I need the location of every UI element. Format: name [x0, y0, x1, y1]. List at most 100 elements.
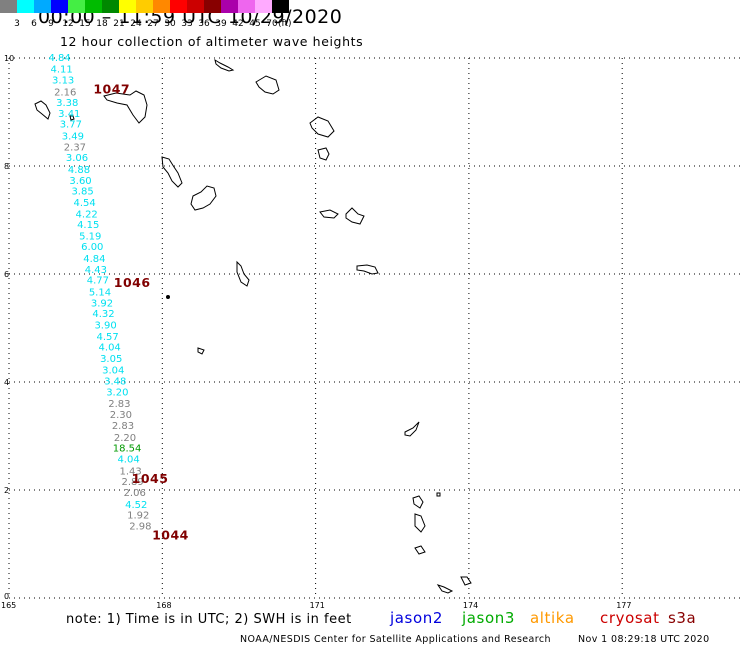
wave-height-value: 2.83 [112, 421, 134, 432]
wave-height-value: 4.57 [96, 332, 118, 343]
wave-height-value: 3.20 [106, 388, 128, 399]
island-coastline [345, 207, 365, 225]
colorbar-label: 42 [232, 19, 244, 29]
colorbar-label: 15 [79, 19, 91, 29]
wave-height-value: 6.00 [81, 242, 103, 253]
satellite-label-jason3: jason3 [462, 609, 516, 627]
island-coastline [317, 147, 330, 161]
wave-height-value: 3.48 [104, 377, 126, 388]
colorbar-swatch [187, 0, 204, 13]
wave-height-value: 2.06 [124, 488, 146, 499]
colorbar-label: 45 [249, 19, 261, 29]
colorbar-swatch [85, 0, 102, 13]
island-coastline [319, 209, 339, 219]
lon-tick-label: 168 [156, 601, 172, 610]
cycle-label: 1045 [132, 471, 169, 486]
island-coastline [214, 58, 235, 72]
wave-height-value: 4.88 [68, 165, 90, 176]
colorbar-label: 27 [147, 19, 159, 29]
island-coastline [236, 260, 250, 287]
wave-height-value: 3.13 [52, 75, 74, 86]
lon-tick-label: 165 [1, 601, 17, 610]
wave-height-value: 4.43 [85, 265, 107, 276]
island-coastline [414, 513, 426, 533]
colorbar-label: 9 [48, 19, 54, 29]
island-coastline [161, 156, 183, 188]
colorbar-swatch [255, 0, 272, 13]
wave-height-value: 2.16 [54, 87, 76, 98]
wave-height-value: 3.77 [60, 120, 82, 131]
wave-height-value: 2.98 [129, 521, 151, 532]
island-coastline [460, 576, 472, 586]
satellite-label-jason2: jason2 [390, 609, 444, 627]
lat-tick-label: 8 [4, 162, 10, 171]
satellite-label-s3a: s3a [668, 609, 697, 627]
wave-height-value: 3.04 [102, 365, 124, 376]
cycle-label: 1044 [152, 528, 189, 543]
colorbar-label: 70 [266, 19, 278, 29]
island-coastline [436, 492, 441, 497]
wave-height-value: 3.41 [58, 109, 80, 120]
island-coastline [255, 75, 280, 95]
colorbar-swatch [170, 0, 187, 13]
island-coastline [356, 264, 379, 275]
wave-height-value: 3.60 [69, 176, 91, 187]
satellite-label-cryosat: cryosat [600, 609, 660, 627]
wave-height-value: 4.84 [48, 53, 70, 64]
colorbar-swatch [51, 0, 68, 13]
lon-tick-label: 174 [462, 601, 479, 610]
colorbar-label: 3 [14, 19, 20, 29]
wave-height-value: 4.54 [73, 198, 95, 209]
island-coastline [190, 185, 217, 211]
wave-height-value: 2.20 [114, 433, 136, 444]
island-coastline [309, 116, 335, 138]
wave-height-value: 3.49 [62, 132, 84, 143]
colorbar-swatch [136, 0, 153, 13]
colorbar-label: 39 [215, 19, 227, 29]
colorbar-swatch [102, 0, 119, 13]
lat-tick-label: 2 [4, 486, 10, 495]
colorbar-label: 36 [198, 19, 210, 29]
island-coastline [414, 545, 426, 555]
colorbar-swatch [68, 0, 85, 13]
lat-tick-label: 4 [4, 378, 10, 387]
colorbar-swatch [204, 0, 221, 13]
colorbar-label: 33 [181, 19, 193, 29]
wave-height-value: 2.83 [108, 399, 130, 410]
wave-height-value: 3.92 [91, 298, 113, 309]
colorbar-label: 21 [113, 19, 125, 29]
cycle-label: 1047 [93, 82, 130, 97]
wave-height-value: 4.04 [99, 343, 121, 354]
wave-height-value: 5.14 [89, 288, 111, 299]
wave-height-value: 4.32 [92, 309, 114, 320]
colorbar-label: 18 [96, 19, 108, 29]
island-coastline [69, 115, 75, 121]
island-coastline [404, 421, 420, 437]
satellite-label-altika: altika [530, 609, 575, 627]
wave-height-value: 3.06 [66, 153, 88, 164]
lat-tick-label: 6 [4, 270, 10, 279]
wave-height-value: 4.84 [83, 254, 105, 265]
wave-height-value: 3.90 [94, 321, 116, 332]
colorbar-swatch [221, 0, 238, 13]
wave-height-value: 4.15 [77, 220, 99, 231]
colorbar-label: 6 [31, 19, 37, 29]
footer-credit: NOAA/NESDIS Center for Satellite Applica… [240, 634, 551, 645]
track-marker [166, 295, 170, 299]
map-subtitle: 12 hour collection of altimeter wave hei… [60, 34, 364, 49]
wave-height-value: 2.30 [110, 410, 132, 421]
wave-height-value: 4.11 [51, 65, 73, 76]
colorbar-swatch [272, 0, 289, 13]
cycle-label: 1046 [114, 275, 151, 290]
colorbar-unit: (ft) [278, 19, 292, 29]
colorbar-swatch [153, 0, 170, 13]
wave-height-value: 5.19 [79, 231, 101, 242]
wave-height-value: 3.85 [71, 187, 93, 198]
island-coastline [34, 100, 51, 120]
colorbar-swatch [17, 0, 34, 13]
wave-height-value: 2.37 [64, 142, 86, 153]
wave-height-value: 4.22 [76, 209, 98, 220]
wave-height-value: 4.77 [87, 276, 109, 287]
footer-note: note: 1) Time is in UTC; 2) SWH is in fe… [66, 612, 352, 627]
